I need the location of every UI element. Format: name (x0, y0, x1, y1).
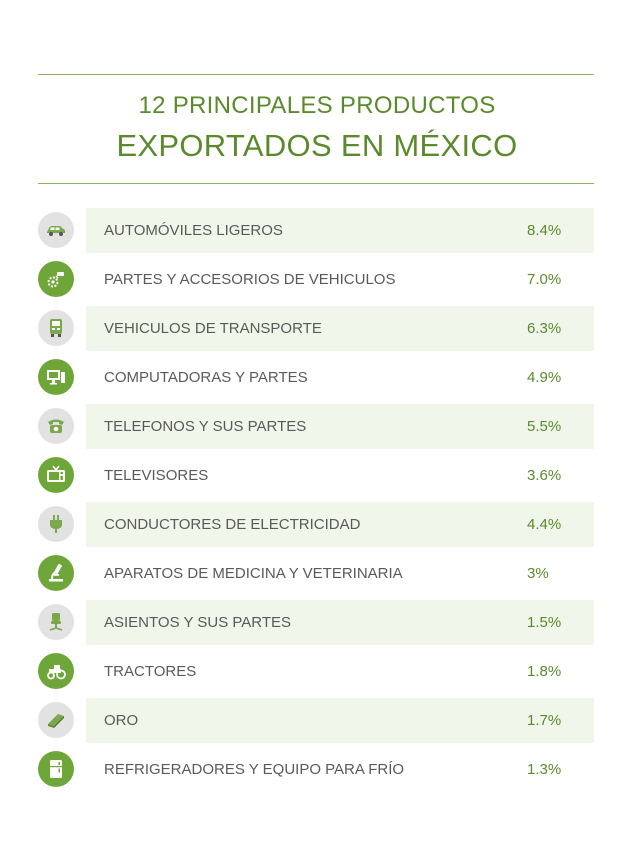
gold-bar-icon (38, 702, 74, 738)
list-item: PARTES Y ACCESORIOS DE VEHICULOS 7.0% (0, 257, 634, 302)
list-item: VEHICULOS DE TRANSPORTE 6.3% (0, 306, 634, 351)
item-value: 6.3% (527, 320, 562, 337)
list-item: CONDUCTORES DE ELECTRICIDAD 4.4% (0, 502, 634, 547)
top-divider (38, 74, 594, 75)
list-item: TELEVISORES 3.6% (0, 453, 634, 498)
list-item: TRACTORES 1.8% (0, 649, 634, 694)
row-band (86, 404, 594, 449)
row-band (86, 502, 594, 547)
car-icon (38, 212, 74, 248)
plug-icon (38, 506, 74, 542)
item-value: 4.4% (527, 516, 562, 533)
list-item: APARATOS DE MEDICINA Y VETERINARIA 3% (0, 551, 634, 596)
truck-icon (38, 310, 74, 346)
microscope-icon (38, 555, 74, 591)
item-value: 8.4% (527, 222, 562, 239)
item-value: 5.5% (527, 418, 562, 435)
row-band (86, 600, 594, 645)
tractor-icon (38, 653, 74, 689)
bottom-divider (38, 183, 594, 184)
list-item: COMPUTADORAS Y PARTES 4.9% (0, 355, 634, 400)
television-icon (38, 457, 74, 493)
item-label: TRACTORES (104, 663, 197, 680)
refrigerator-icon (38, 751, 74, 787)
item-value: 4.9% (527, 369, 562, 386)
item-label: TELEVISORES (104, 467, 209, 484)
item-label: ORO (104, 712, 139, 729)
item-value: 1.3% (527, 761, 562, 778)
item-label: COMPUTADORAS Y PARTES (104, 369, 308, 386)
item-label: VEHICULOS DE TRANSPORTE (104, 320, 322, 337)
office-chair-icon (38, 604, 74, 640)
list-item: ASIENTOS Y SUS PARTES 1.5% (0, 600, 634, 645)
item-value: 3% (527, 565, 549, 582)
list-item: ORO 1.7% (0, 698, 634, 743)
list-item: TELEFONOS Y SUS PARTES 5.5% (0, 404, 634, 449)
item-label: CONDUCTORES DE ELECTRICIDAD (104, 516, 361, 533)
row-band (86, 306, 594, 351)
list-item: AUTOMÓVILES LIGEROS 8.4% (0, 208, 634, 253)
row-band (86, 208, 594, 253)
item-label: TELEFONOS Y SUS PARTES (104, 418, 307, 435)
telephone-icon (38, 408, 74, 444)
item-value: 1.7% (527, 712, 562, 729)
row-band (86, 698, 594, 743)
page-title-line-1: 12 PRINCIPALES PRODUCTOS (138, 92, 496, 119)
computer-icon (38, 359, 74, 395)
item-label: PARTES Y ACCESORIOS DE VEHICULOS (104, 271, 396, 288)
item-label: AUTOMÓVILES LIGEROS (104, 222, 283, 239)
list-item: REFRIGERADORES Y EQUIPO PARA FRÍO 1.3% (0, 747, 634, 792)
page-title-line-2: EXPORTADOS EN MÉXICO (116, 128, 518, 163)
item-value: 7.0% (527, 271, 562, 288)
item-label: APARATOS DE MEDICINA Y VETERINARIA (104, 565, 403, 582)
item-value: 1.5% (527, 614, 562, 631)
item-value: 1.8% (527, 663, 562, 680)
gear-parts-icon (38, 261, 74, 297)
item-value: 3.6% (527, 467, 562, 484)
item-label: REFRIGERADORES Y EQUIPO PARA FRÍO (104, 761, 405, 778)
item-label: ASIENTOS Y SUS PARTES (104, 614, 292, 631)
